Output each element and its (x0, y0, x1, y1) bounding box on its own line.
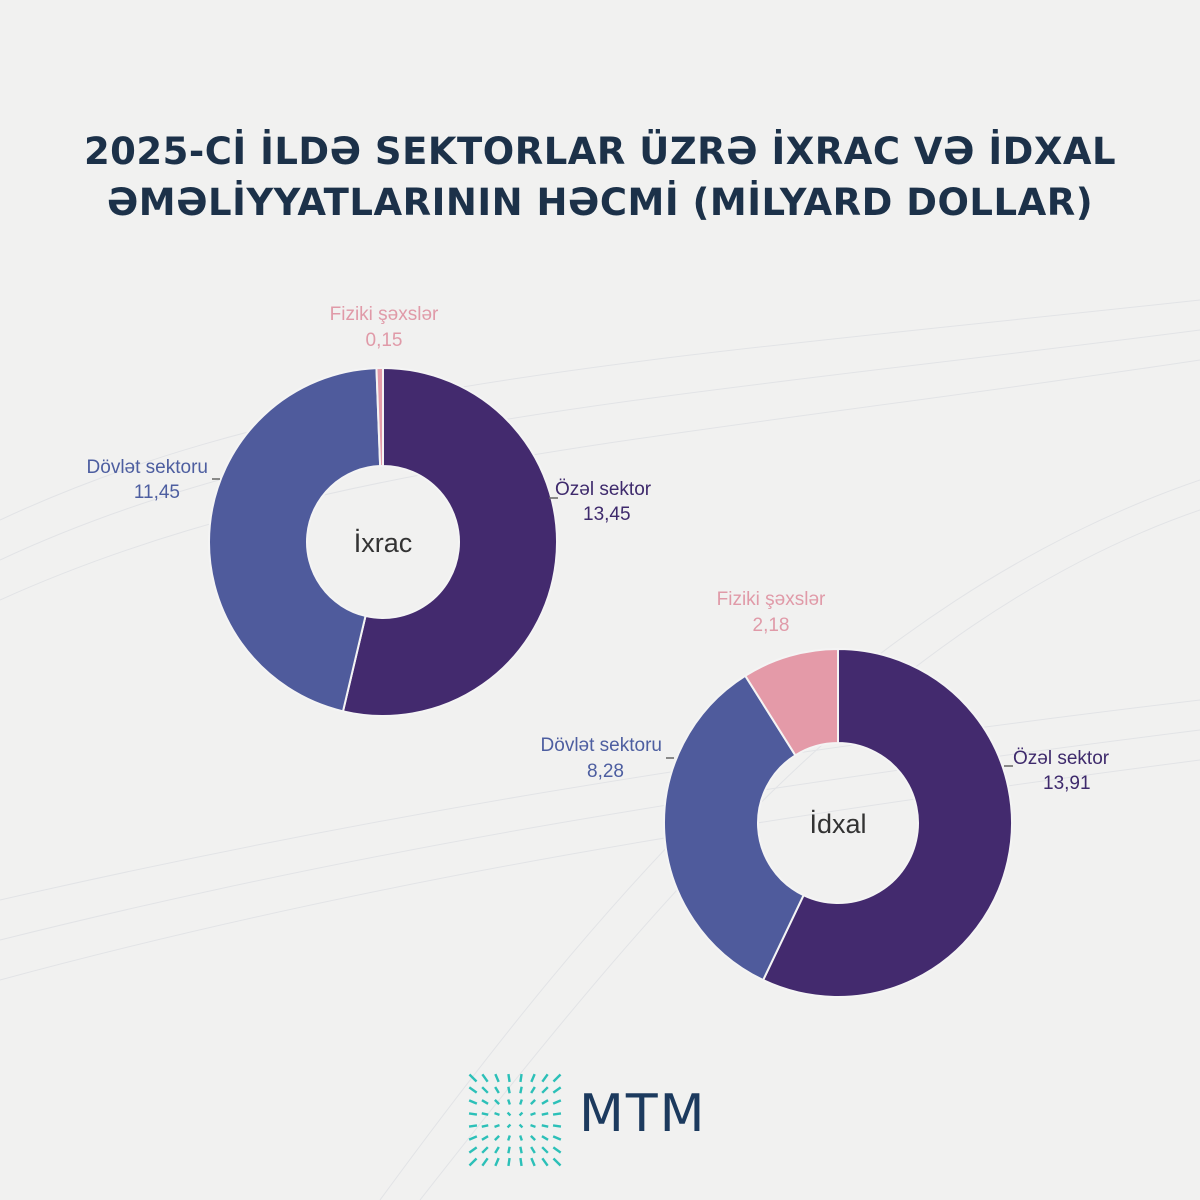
logo-bar (552, 1135, 562, 1141)
logo-bar (481, 1146, 489, 1154)
logo-bar (494, 1086, 500, 1094)
logo-bar (481, 1157, 489, 1167)
logo-bar (494, 1135, 500, 1141)
chart-title-line-2: ƏMƏLİYYATLARININ HƏCMİ (MİLYARD DOLLAR) (106, 181, 1094, 224)
logo-bar (468, 1099, 478, 1105)
logo-bar (507, 1073, 511, 1083)
logo-bar (468, 1124, 478, 1128)
logo-bar (530, 1135, 536, 1141)
donut-1-slice-1 (663, 674, 805, 982)
logo-bar (519, 1157, 523, 1167)
donut-1-slice-0 (761, 647, 1013, 998)
logo-bar (507, 1157, 511, 1167)
donut-0-slice-1-name: Dövlət sektoru (87, 457, 208, 478)
logo-bar (552, 1099, 562, 1105)
logo-bar (468, 1086, 478, 1094)
logo-bar (519, 1099, 523, 1105)
logo-bar (552, 1073, 562, 1083)
donut-0-slice-1 (208, 367, 382, 713)
logo-bar (530, 1112, 536, 1116)
donut-1-slice-2-value: 2,18 (753, 615, 790, 636)
donut-1-center-label: İdxal (809, 808, 866, 839)
logo-bar (519, 1146, 523, 1154)
logo-bar (481, 1073, 489, 1083)
logo-bar (519, 1073, 523, 1083)
logo-bar (541, 1099, 549, 1105)
logo-bar (468, 1157, 478, 1167)
logo-bar (541, 1146, 549, 1154)
donut-0-slice-2-value: 0,15 (366, 330, 403, 351)
logo-bar (494, 1146, 500, 1154)
logo-bar (552, 1146, 562, 1154)
logo-bar (494, 1157, 500, 1167)
donut-0-slice-0-name: Özəl sektor (555, 479, 652, 500)
logo-bar (494, 1124, 500, 1128)
logo-bar (481, 1112, 489, 1116)
mtm-logo-icon (468, 1073, 562, 1167)
donut-0-slice-0-value: 13,45 (583, 504, 631, 525)
logo-bar (507, 1146, 511, 1154)
logo-bar (481, 1135, 489, 1141)
logo-bar (494, 1099, 500, 1105)
logo-bar (541, 1135, 549, 1141)
logo-bar (468, 1112, 478, 1116)
donut-0-slice-2-name: Fiziki şəxslər (330, 304, 439, 325)
logo-bar (507, 1135, 511, 1141)
logo-bar (519, 1135, 523, 1141)
logo-bar (541, 1124, 549, 1128)
logo-bar (481, 1124, 489, 1128)
logo-bar (530, 1124, 536, 1128)
chart-title-line-1: 2025-Cİ İLDƏ SEKTORLAR ÜZRƏ İXRAC VƏ İDX… (83, 130, 1117, 173)
logo-bar (530, 1157, 536, 1167)
donut-1-slice-1-value: 8,28 (587, 761, 624, 782)
logo-bar (481, 1086, 489, 1094)
donut-1-slice-2 (743, 647, 839, 757)
logo-bar (481, 1099, 489, 1105)
logo-bar (507, 1086, 511, 1094)
logo-bar (541, 1157, 549, 1167)
donut-1-slice-2-name: Fiziki şəxslər (717, 589, 826, 610)
logo-bar (468, 1073, 478, 1083)
donut-0-center-label: İxrac (354, 527, 413, 558)
logo-bar (552, 1157, 562, 1167)
logo-bar (541, 1086, 549, 1094)
logo-bar (552, 1124, 562, 1128)
logo-bar (552, 1112, 562, 1116)
logo-bar (518, 1111, 524, 1117)
logo-bar (494, 1073, 500, 1083)
logo-bar (552, 1086, 562, 1094)
logo-bar (530, 1099, 536, 1105)
logo-bar (530, 1073, 536, 1083)
donut-0-slice-1-value: 11,45 (134, 482, 180, 503)
donut-1-slice-0-name: Özəl sektor (1013, 748, 1110, 769)
donut-0-slice-2 (375, 366, 384, 468)
logo-bar (519, 1086, 523, 1094)
logo-bar (468, 1146, 478, 1154)
logo-bar (530, 1146, 536, 1154)
logo-bar (494, 1112, 500, 1116)
donut-1-slice-1-name: Dövlət sektoru (541, 735, 662, 756)
logo-bar (507, 1099, 511, 1105)
donut-0-slice-0 (341, 366, 558, 717)
brand-name: MTM (579, 1084, 707, 1144)
donut-1-slice-0-value: 13,91 (1043, 773, 1091, 794)
logo-bar (541, 1073, 549, 1083)
logo-bar (468, 1135, 478, 1141)
logo-bar (530, 1086, 536, 1094)
logo-bar (506, 1123, 512, 1129)
logo-bar (518, 1123, 524, 1129)
logo-bar (506, 1111, 512, 1117)
logo-bar (541, 1112, 549, 1116)
